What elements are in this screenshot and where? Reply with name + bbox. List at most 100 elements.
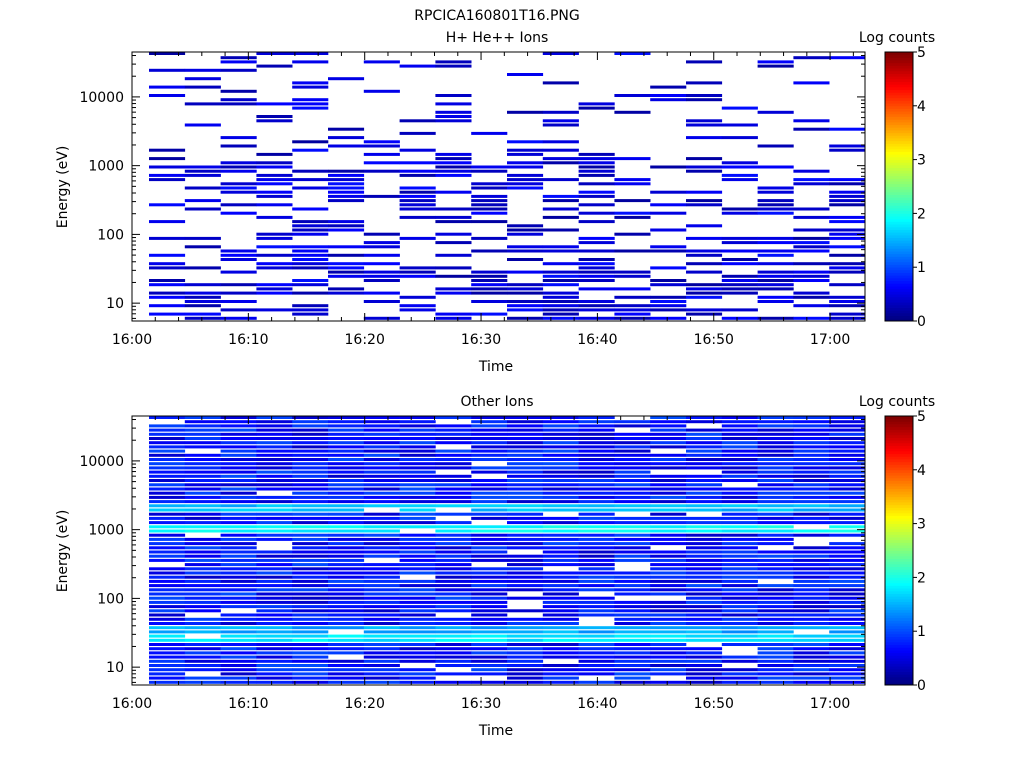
heatmap-cell: [363, 262, 400, 266]
heatmap-cell: [650, 85, 687, 89]
heatmap-cell: [328, 512, 365, 516]
heatmap-cell: [721, 537, 758, 541]
heatmap-cell: [614, 588, 651, 592]
heatmap-cell: [721, 600, 758, 604]
heatmap-cell: [507, 458, 544, 461]
colorbar-segment: [885, 528, 913, 533]
colorbar-segment: [885, 504, 913, 508]
heatmap-cell: [757, 584, 794, 588]
colorbar-segment: [885, 588, 913, 592]
heatmap-cell: [220, 316, 257, 320]
heatmap-cell: [184, 474, 221, 478]
heatmap-cell: [328, 491, 365, 495]
heatmap-cell: [650, 584, 687, 588]
x-tick-label: 17:00: [810, 696, 850, 712]
heatmap-cell: [578, 474, 615, 478]
heatmap-cell: [399, 659, 436, 663]
heatmap-cell: [363, 479, 400, 482]
colorbar-segment: [885, 97, 913, 101]
heatmap-cell: [507, 668, 544, 672]
heatmap-cell: [435, 550, 472, 554]
heatmap-cell: [184, 630, 221, 634]
heatmap-cell: [686, 308, 723, 312]
heatmap-cell: [399, 449, 436, 453]
heatmap-cell: [399, 458, 436, 461]
heatmap-cell: [256, 215, 293, 219]
heatmap-cell: [292, 563, 329, 567]
heatmap-cell: [757, 537, 794, 541]
colorbar-segment: [885, 154, 913, 158]
heatmap-cell: [578, 249, 615, 253]
heatmap-cell: [435, 567, 472, 571]
heatmap-cell: [829, 529, 866, 533]
heatmap-cell: [650, 516, 687, 520]
heatmap-cell: [686, 203, 723, 207]
heatmap-cell: [721, 487, 758, 491]
heatmap-cell: [829, 215, 866, 219]
heatmap-cell: [328, 605, 365, 609]
heatmap-cell: [614, 668, 651, 672]
colorbar-segment: [885, 477, 913, 481]
heatmap-cell: [829, 579, 866, 583]
heatmap-cell: [721, 291, 758, 295]
heatmap-cell: [149, 508, 186, 512]
heatmap-cell: [542, 270, 579, 274]
heatmap-cell: [757, 542, 794, 546]
heatmap-cell: [471, 554, 508, 558]
heatmap-cell: [471, 680, 508, 684]
heatmap-cell: [149, 605, 186, 609]
heatmap-cell: [363, 500, 400, 504]
heatmap-cell: [757, 274, 794, 278]
heatmap-cell: [435, 266, 472, 270]
heatmap-cell: [292, 533, 329, 537]
heatmap-cell: [507, 643, 544, 646]
heatmap-cell: [578, 634, 615, 638]
heatmap-cell: [829, 617, 866, 621]
heatmap-cell: [471, 131, 508, 135]
heatmap-cell: [471, 638, 508, 642]
heatmap-cell: [149, 449, 186, 453]
heatmap-cell: [650, 300, 687, 303]
heatmap-cell: [256, 655, 293, 659]
heatmap-cell: [292, 474, 329, 478]
heatmap-cell: [542, 479, 579, 482]
heatmap-cell: [757, 186, 794, 190]
heatmap-cell: [829, 432, 866, 436]
heatmap-cell: [757, 500, 794, 504]
heatmap-cell: [721, 542, 758, 546]
heatmap-cell: [256, 630, 293, 634]
heatmap-cell: [184, 575, 221, 579]
heatmap-cell: [399, 236, 436, 240]
heatmap-cell: [399, 617, 436, 621]
heatmap-cell: [650, 437, 687, 440]
heatmap-cell: [399, 584, 436, 588]
heatmap-cell: [292, 186, 329, 190]
heatmap-cell: [256, 232, 293, 236]
heatmap-cell: [650, 567, 687, 571]
heatmap-cell: [292, 504, 329, 508]
colorbar-segment: [885, 531, 913, 535]
heatmap-cell: [292, 98, 329, 102]
heatmap-cell: [757, 491, 794, 495]
heatmap-cell: [292, 249, 329, 253]
heatmap-cell: [507, 672, 544, 676]
heatmap-cell: [220, 203, 257, 207]
heatmap-cell: [578, 479, 615, 482]
heatmap-cell: [650, 542, 687, 546]
heatmap-cell: [328, 592, 365, 596]
heatmap-cell: [542, 563, 579, 567]
heatmap-cell: [363, 316, 400, 320]
heatmap-cell: [793, 504, 830, 508]
heatmap-cell: [686, 270, 723, 274]
heatmap-cell: [256, 651, 293, 655]
heatmap-cell: [793, 659, 830, 663]
heatmap-cell: [578, 567, 615, 571]
heatmap-cell: [399, 516, 436, 520]
heatmap-cell: [829, 462, 866, 466]
heatmap-cell: [328, 495, 365, 499]
heatmap-cell: [614, 491, 651, 495]
heatmap-cell: [328, 563, 365, 567]
heatmap-cell: [507, 479, 544, 482]
colorbar-segment: [885, 518, 913, 522]
heatmap-cell: [578, 508, 615, 512]
